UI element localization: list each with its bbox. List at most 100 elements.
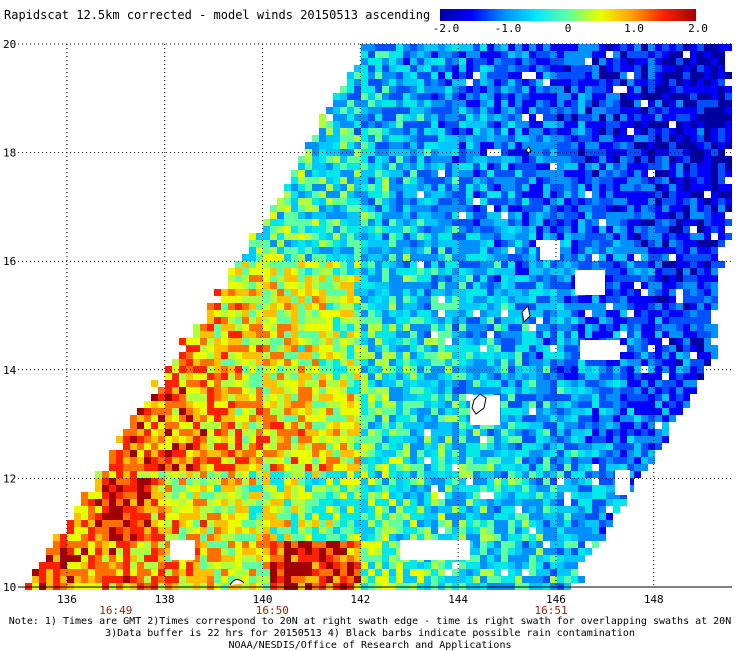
wind-cell xyxy=(228,471,235,478)
wind-cell xyxy=(403,415,410,422)
wind-cell xyxy=(585,226,592,233)
wind-cell xyxy=(543,443,550,450)
wind-cell xyxy=(697,331,704,338)
wind-cell xyxy=(263,408,270,415)
wind-cell xyxy=(305,247,312,254)
wind-cell xyxy=(445,394,452,401)
wind-cell xyxy=(361,541,368,548)
wind-cell xyxy=(473,464,480,471)
wind-cell xyxy=(620,366,627,373)
wind-cell xyxy=(200,422,207,429)
wind-cell xyxy=(690,247,697,254)
wind-cell xyxy=(599,310,606,317)
wind-cell xyxy=(424,310,431,317)
wind-cell xyxy=(389,219,396,226)
wind-cell xyxy=(172,436,179,443)
wind-cell xyxy=(424,86,431,93)
wind-cell xyxy=(557,303,564,310)
wind-cell xyxy=(634,387,641,394)
wind-cell xyxy=(557,86,564,93)
wind-cell xyxy=(536,268,543,275)
wind-cell xyxy=(410,513,417,520)
wind-cell xyxy=(459,359,466,366)
wind-cell xyxy=(333,506,340,513)
wind-cell xyxy=(123,548,130,555)
wind-cell xyxy=(529,156,536,163)
wind-cell xyxy=(277,219,284,226)
wind-cell xyxy=(515,345,522,352)
wind-cell xyxy=(242,268,249,275)
wind-cell xyxy=(536,128,543,135)
wind-cell xyxy=(690,345,697,352)
wind-cell xyxy=(452,317,459,324)
wind-cell xyxy=(130,492,137,499)
wind-cell xyxy=(571,527,578,534)
wind-cell xyxy=(382,268,389,275)
wind-cell xyxy=(249,506,256,513)
wind-cell xyxy=(445,429,452,436)
wind-cell xyxy=(361,492,368,499)
wind-cell xyxy=(284,520,291,527)
wind-cell xyxy=(550,415,557,422)
wind-cell xyxy=(564,142,571,149)
wind-cell xyxy=(662,226,669,233)
wind-cell xyxy=(585,170,592,177)
wind-cell xyxy=(263,247,270,254)
wind-cell xyxy=(459,156,466,163)
wind-cell xyxy=(599,177,606,184)
wind-cell xyxy=(648,338,655,345)
wind-cell xyxy=(494,338,501,345)
wind-cell xyxy=(340,541,347,548)
wind-cell xyxy=(256,282,263,289)
wind-cell xyxy=(648,317,655,324)
wind-cell xyxy=(403,317,410,324)
wind-cell xyxy=(557,177,564,184)
wind-cell xyxy=(74,548,81,555)
wind-cell xyxy=(354,114,361,121)
wind-cell xyxy=(550,72,557,79)
wind-cell xyxy=(326,513,333,520)
wind-cell xyxy=(459,457,466,464)
wind-cell xyxy=(676,401,683,408)
wind-cell xyxy=(172,408,179,415)
wind-cell xyxy=(620,317,627,324)
wind-cell xyxy=(186,422,193,429)
wind-cell xyxy=(284,478,291,485)
wind-cell xyxy=(431,128,438,135)
wind-cell xyxy=(228,450,235,457)
wind-cell xyxy=(291,499,298,506)
wind-cell xyxy=(473,156,480,163)
wind-cell xyxy=(291,436,298,443)
wind-cell xyxy=(501,58,508,65)
wind-cell xyxy=(305,436,312,443)
wind-cell xyxy=(620,79,627,86)
wind-cell xyxy=(641,324,648,331)
wind-cell xyxy=(578,387,585,394)
wind-cell xyxy=(270,261,277,268)
wind-cell xyxy=(620,429,627,436)
wind-cell xyxy=(424,471,431,478)
wind-cell xyxy=(326,184,333,191)
wind-cell xyxy=(417,51,424,58)
wind-cell xyxy=(711,142,718,149)
wind-cell xyxy=(515,317,522,324)
wind-cell xyxy=(382,527,389,534)
wind-cell xyxy=(410,261,417,268)
wind-cell xyxy=(536,443,543,450)
wind-cell xyxy=(599,373,606,380)
wind-cell xyxy=(564,478,571,485)
wind-cell xyxy=(529,457,536,464)
wind-cell xyxy=(109,471,116,478)
wind-cell xyxy=(347,254,354,261)
wind-cell xyxy=(508,513,515,520)
wind-cell xyxy=(319,457,326,464)
wind-cell xyxy=(340,415,347,422)
wind-cell xyxy=(389,429,396,436)
wind-cell xyxy=(431,492,438,499)
wind-cell xyxy=(81,534,88,541)
wind-cell xyxy=(389,142,396,149)
wind-cell xyxy=(487,317,494,324)
wind-cell xyxy=(396,408,403,415)
wind-cell xyxy=(480,331,487,338)
wind-cell xyxy=(571,359,578,366)
